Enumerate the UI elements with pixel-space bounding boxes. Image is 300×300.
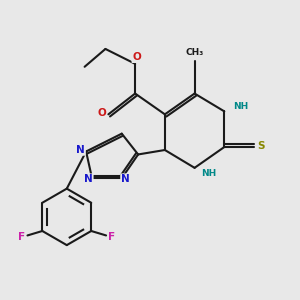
Text: NH: NH (233, 101, 248, 110)
Text: CH₃: CH₃ (185, 48, 204, 57)
Text: N: N (84, 174, 93, 184)
Text: O: O (98, 108, 106, 118)
Text: NH: NH (201, 169, 216, 178)
Text: O: O (132, 52, 141, 62)
Text: N: N (76, 145, 85, 155)
Text: F: F (109, 232, 116, 242)
Text: N: N (121, 174, 130, 184)
Text: F: F (18, 232, 25, 242)
Text: S: S (257, 140, 264, 151)
